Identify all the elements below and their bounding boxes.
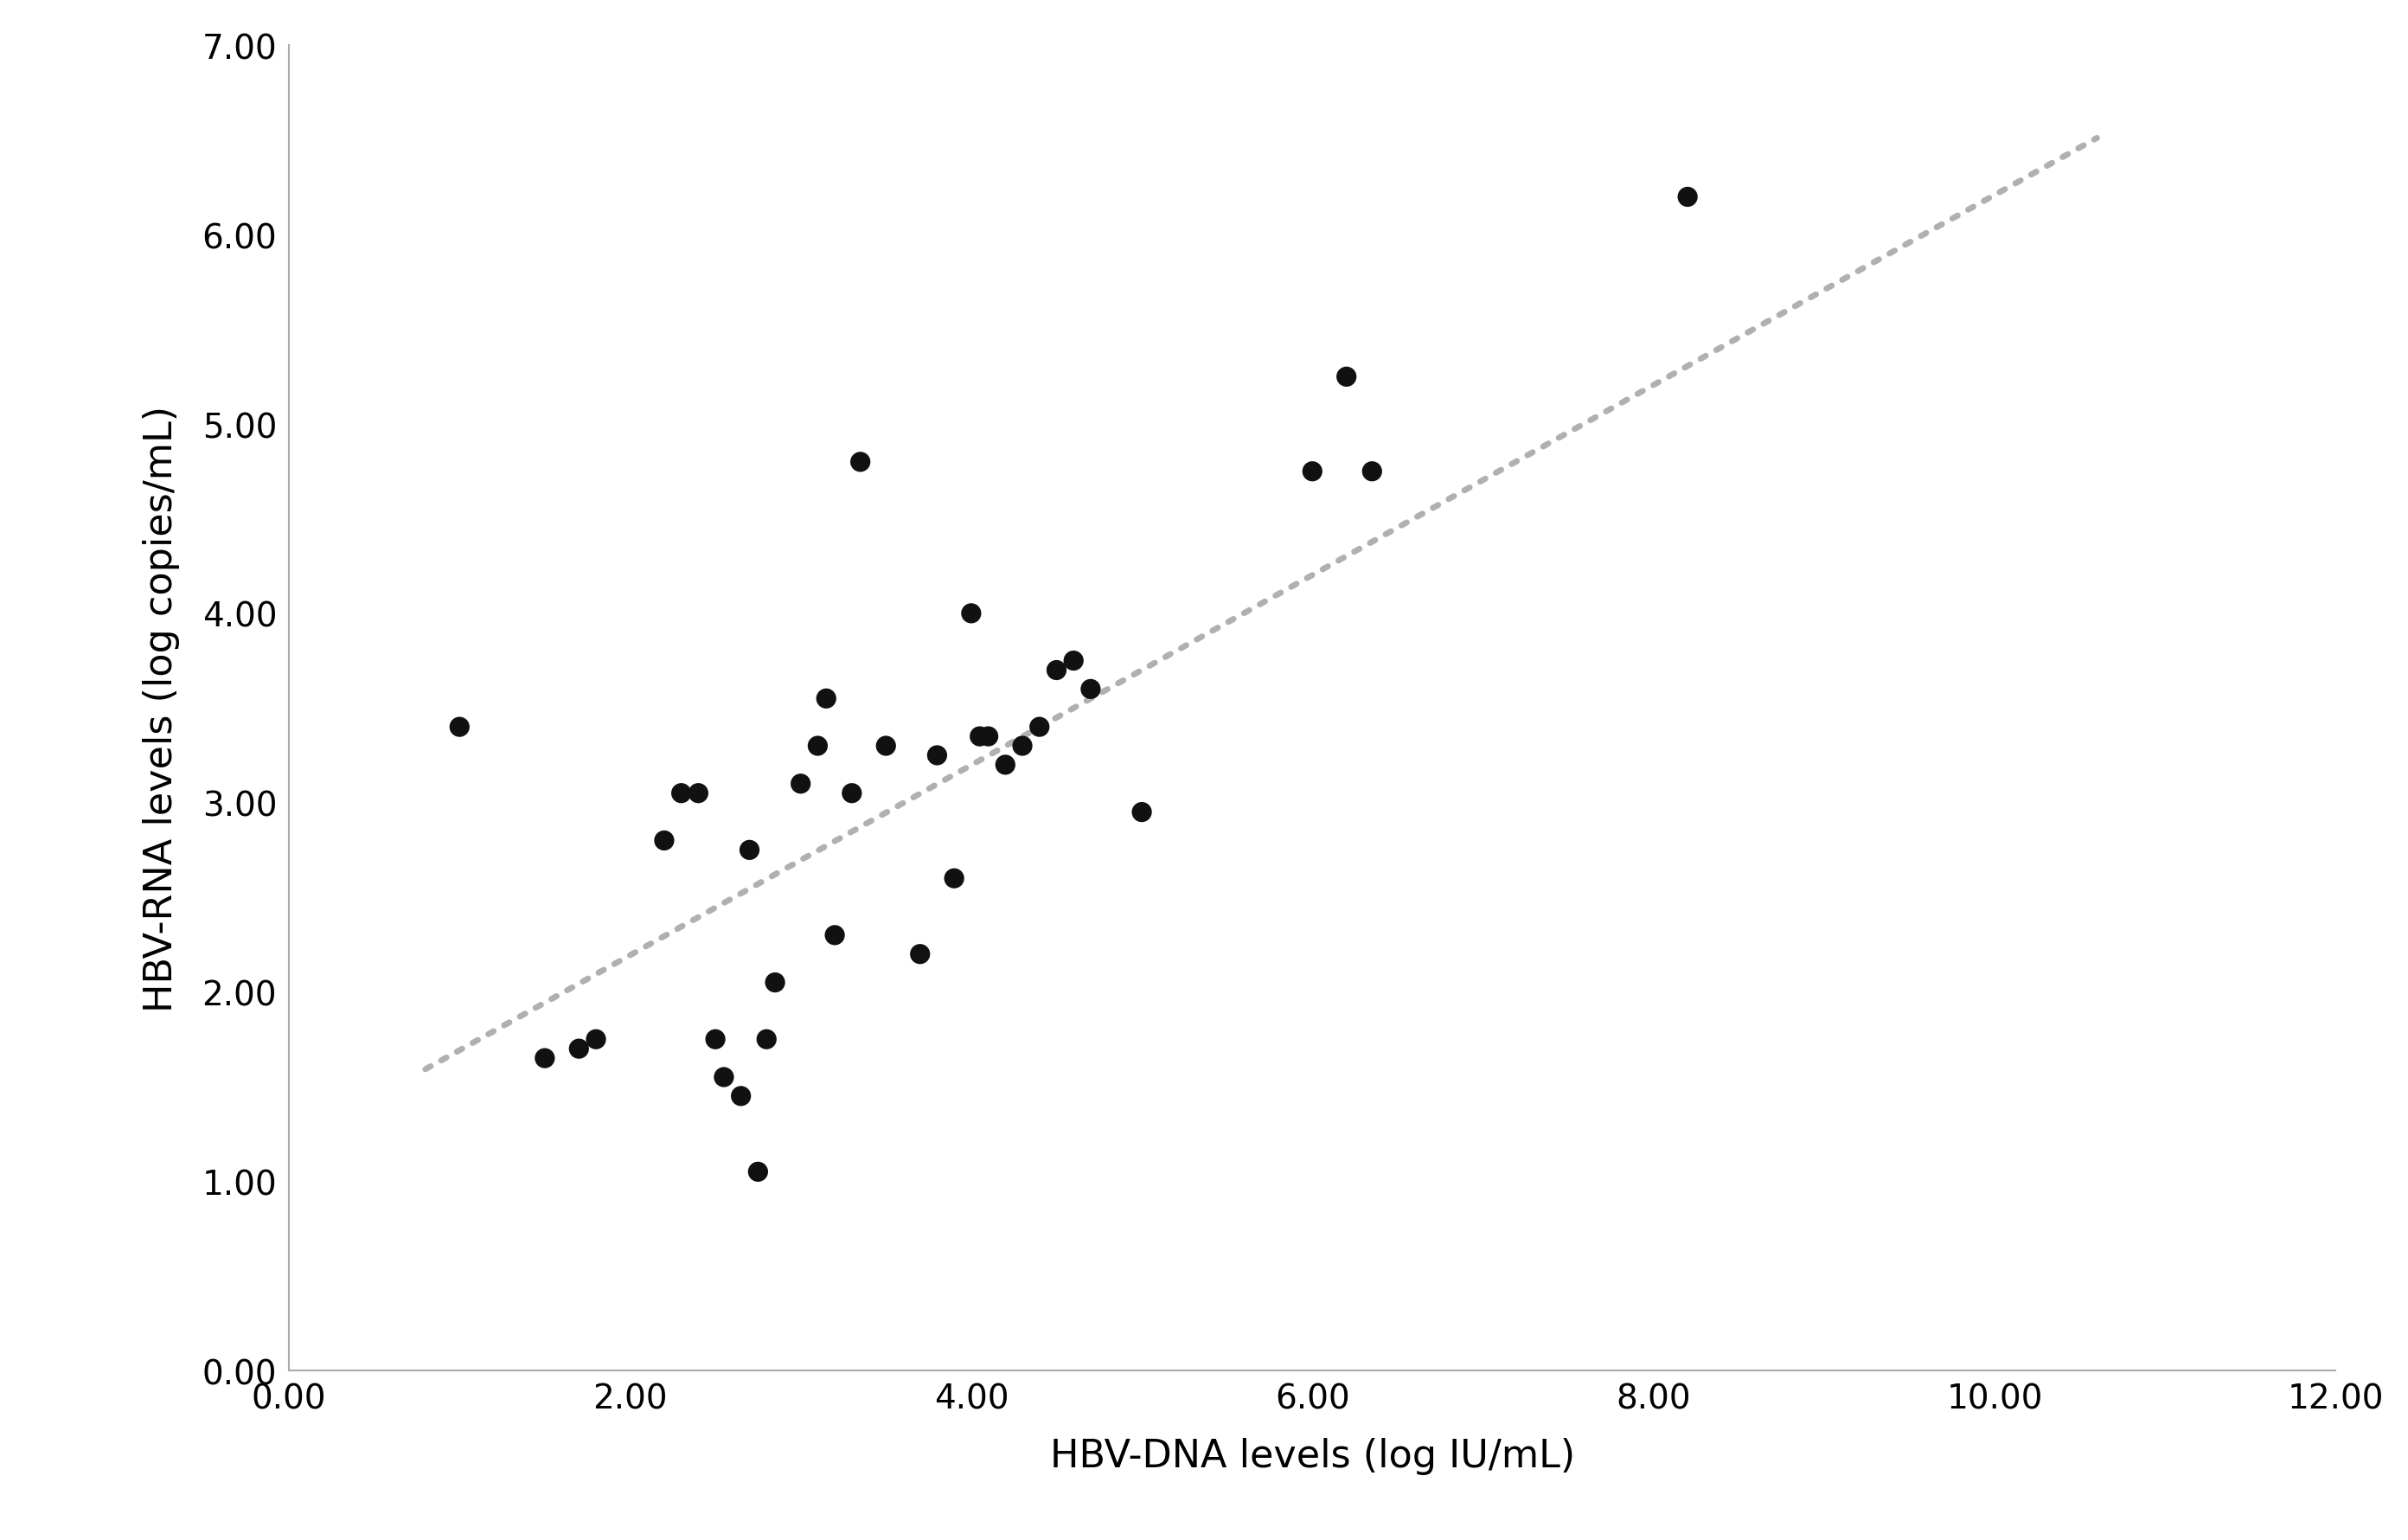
- Point: [1293, 459, 1332, 484]
- Point: [559, 1036, 597, 1061]
- Point: [867, 735, 905, 759]
- Point: [1038, 658, 1076, 682]
- Point: [730, 838, 768, 862]
- Point: [576, 1027, 614, 1052]
- Point: [901, 942, 939, 967]
- Point: [1353, 459, 1392, 484]
- Point: [739, 1160, 778, 1184]
- Point: [799, 735, 838, 759]
- Point: [706, 1066, 744, 1090]
- Y-axis label: HBV-RNA levels (log copies/mL): HBV-RNA levels (log copies/mL): [142, 405, 181, 1012]
- Point: [1327, 365, 1365, 390]
- Point: [1122, 801, 1161, 825]
- X-axis label: HBV-DNA levels (log IU/mL): HBV-DNA levels (log IU/mL): [1050, 1437, 1575, 1474]
- Point: [833, 781, 872, 805]
- Point: [746, 1027, 785, 1052]
- Point: [807, 687, 845, 711]
- Point: [696, 1027, 734, 1052]
- Point: [756, 970, 795, 995]
- Point: [934, 867, 973, 892]
- Point: [662, 781, 701, 805]
- Point: [1055, 648, 1093, 673]
- Point: [987, 753, 1026, 778]
- Point: [645, 829, 684, 853]
- Point: [840, 450, 879, 474]
- Point: [679, 781, 718, 805]
- Point: [441, 715, 479, 739]
- Point: [951, 602, 990, 627]
- Point: [968, 724, 1007, 748]
- Point: [722, 1084, 761, 1109]
- Point: [917, 744, 956, 768]
- Point: [780, 772, 819, 796]
- Point: [1072, 678, 1110, 702]
- Point: [525, 1046, 563, 1070]
- Point: [816, 922, 855, 947]
- Point: [1004, 735, 1043, 759]
- Point: [1669, 185, 1707, 209]
- Point: [961, 724, 999, 748]
- Point: [1021, 715, 1060, 739]
